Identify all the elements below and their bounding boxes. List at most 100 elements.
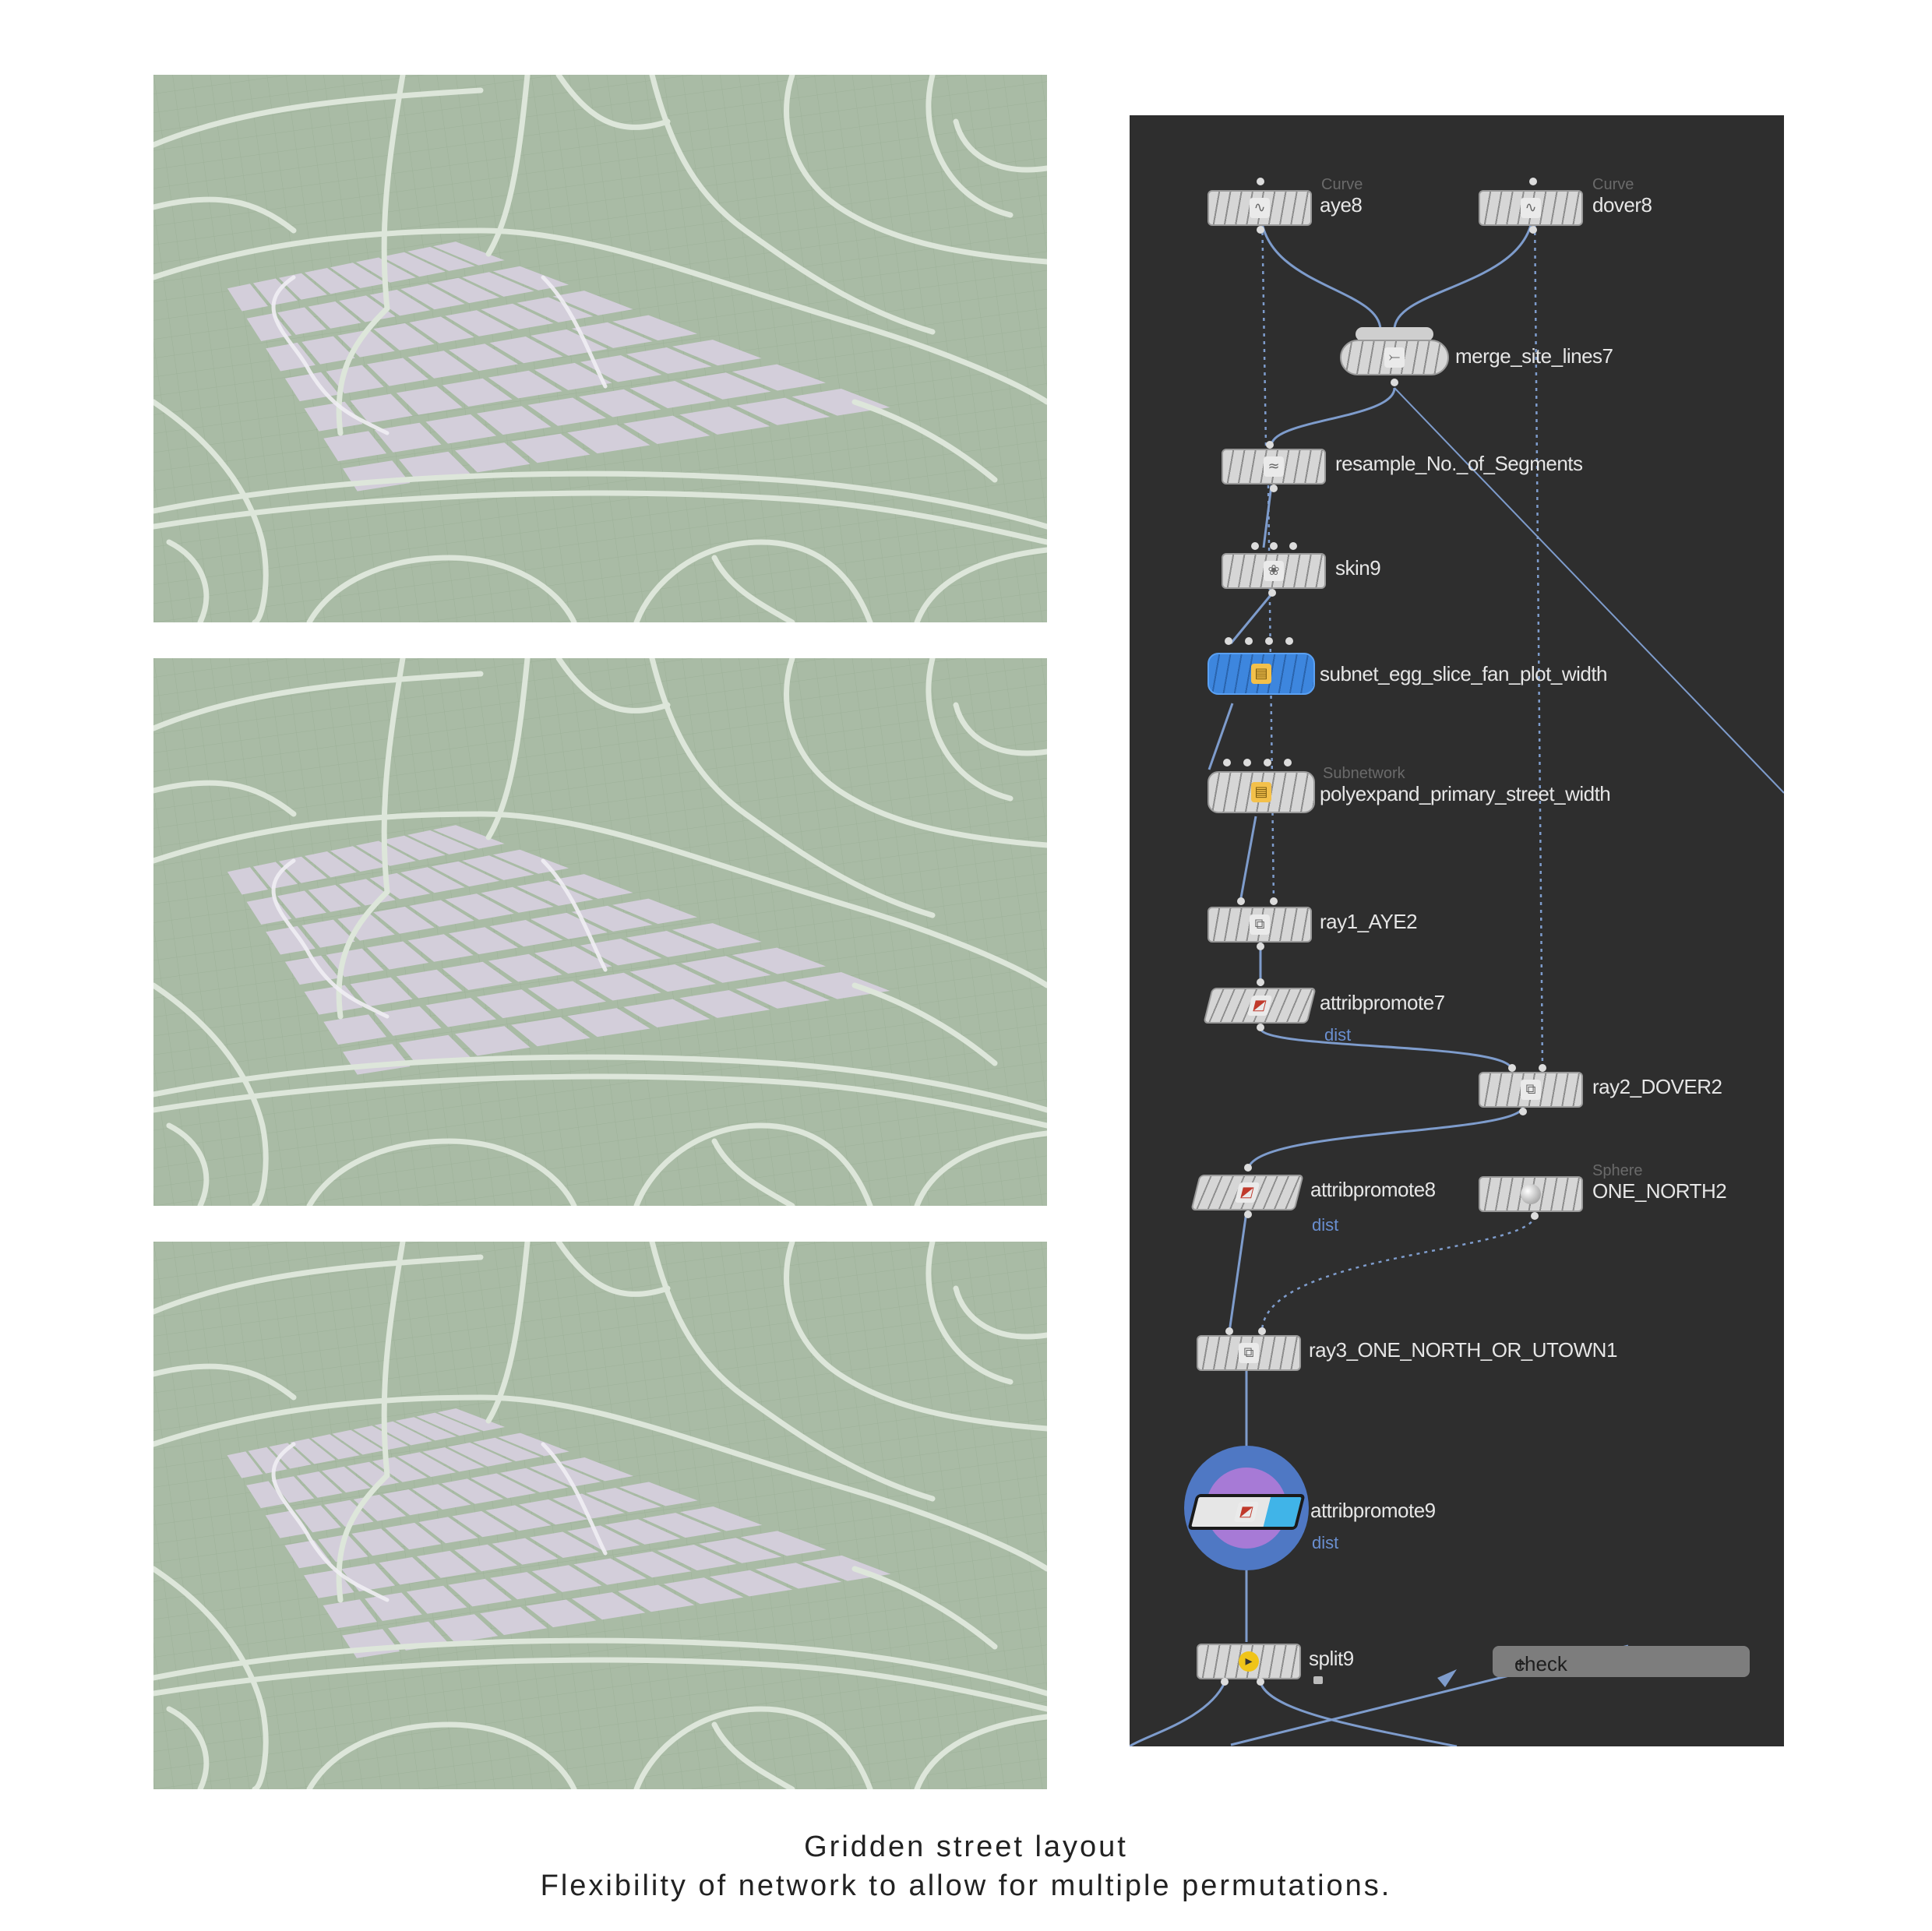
resample-input-dot[interactable]: [1266, 441, 1274, 449]
city-block: [304, 268, 357, 294]
city-block: [579, 389, 661, 418]
ray1-input-dot-a[interactable]: [1237, 897, 1245, 905]
road: [925, 658, 1014, 802]
city-block: [663, 1577, 744, 1605]
polyexpand-input-dot-d[interactable]: [1284, 759, 1292, 766]
aye8-input-dot[interactable]: [1257, 178, 1264, 185]
node-dover8[interactable]: ∿: [1479, 190, 1583, 226]
city-block: [227, 284, 268, 312]
skin-icon: ❀: [1264, 561, 1284, 581]
attribpromote7-output-dot[interactable]: [1257, 1024, 1264, 1031]
city-block: [531, 1565, 602, 1592]
city-block: [452, 1510, 515, 1538]
road-network: [153, 658, 1047, 1206]
attribpromote-icon: ◩: [1234, 1182, 1260, 1203]
polyexpand-label: polyexpand_primary_street_width: [1320, 782, 1611, 805]
ray2-input-dot-a[interactable]: [1508, 1064, 1516, 1072]
polyexpand-input-dot-b[interactable]: [1243, 759, 1251, 766]
city-block: [431, 277, 500, 304]
city-block: [571, 322, 653, 348]
resample-output-dot[interactable]: [1270, 485, 1278, 492]
node-subnet-egg-slice[interactable]: ▤: [1208, 653, 1315, 695]
city-block: [580, 939, 662, 966]
road: [153, 196, 297, 234]
road: [336, 1472, 390, 1603]
overlay-road: [271, 858, 390, 1019]
road: [153, 1363, 297, 1401]
skin9-input-dot-b[interactable]: [1270, 542, 1278, 550]
node-attribpromote7[interactable]: ◩: [1203, 988, 1317, 1024]
node-ray2-dover2[interactable]: ⧉: [1479, 1072, 1583, 1108]
subnet-input-dot-a[interactable]: [1225, 637, 1232, 645]
attribpromote7-label: attribpromote7: [1320, 991, 1445, 1014]
city-block: [623, 415, 710, 444]
attribpromote8-output-dot[interactable]: [1244, 1210, 1252, 1218]
city-block: [395, 1417, 457, 1441]
road: [784, 658, 1047, 848]
attribpromote8-input-dot[interactable]: [1244, 1164, 1252, 1172]
road: [336, 305, 390, 436]
city-block: [629, 964, 716, 992]
ray1-output-dot[interactable]: [1257, 943, 1264, 950]
city-block: [323, 1014, 387, 1045]
ray3-input-dot-a[interactable]: [1225, 1327, 1233, 1335]
check-button[interactable]: + check: [1493, 1646, 1750, 1677]
city-block: [615, 1551, 692, 1578]
road: [851, 982, 998, 1066]
node-aye8[interactable]: ∿: [1208, 190, 1312, 226]
city-block: [425, 997, 496, 1027]
road: [851, 1566, 998, 1650]
city-block: [498, 1432, 569, 1457]
ray2-output-dot[interactable]: [1519, 1108, 1527, 1115]
polyexpand-input-dot-a[interactable]: [1223, 759, 1231, 766]
ray1-input-dot-b[interactable]: [1270, 897, 1278, 905]
node-resample[interactable]: ≈: [1222, 449, 1326, 485]
node-ray1-aye2[interactable]: ⧉: [1208, 907, 1312, 943]
subnet-input-dot-b[interactable]: [1245, 637, 1253, 645]
city-block: [379, 1557, 436, 1585]
map-panel-3: [153, 1242, 1047, 1789]
city-block: [416, 1412, 481, 1436]
subnet-input-dot-d[interactable]: [1285, 637, 1293, 645]
skin9-input-dot-c[interactable]: [1289, 542, 1297, 550]
node-skin9[interactable]: ❀: [1222, 553, 1326, 589]
lock-icon: [1313, 1676, 1323, 1684]
city-block: [500, 1468, 569, 1492]
node-one-north2[interactable]: [1479, 1176, 1583, 1212]
city-block: [455, 1026, 531, 1056]
city-block: [323, 431, 387, 462]
aye8-output-dot[interactable]: [1257, 226, 1264, 234]
city-block: [527, 397, 606, 426]
node-attribpromote9[interactable]: ◩: [1187, 1494, 1306, 1530]
ray3-input-dot-b[interactable]: [1258, 1327, 1266, 1335]
wire-attribpromote7-ray2: [1259, 1027, 1513, 1070]
city-block: [434, 1614, 499, 1643]
attribpromote7-input-dot[interactable]: [1257, 978, 1264, 986]
road: [153, 1054, 1047, 1113]
wire-arrow: [1437, 1669, 1457, 1687]
merge-output-dot[interactable]: [1391, 379, 1398, 386]
city-block: [407, 351, 474, 379]
skin9-input-dot-a[interactable]: [1251, 542, 1259, 550]
city-block: [679, 407, 770, 435]
split9-output-dot-a[interactable]: [1221, 1678, 1229, 1686]
subnet-input-dot-c[interactable]: [1265, 637, 1273, 645]
ray2-input-dot-b[interactable]: [1539, 1064, 1546, 1072]
node-attribpromote8[interactable]: ◩: [1190, 1175, 1304, 1210]
dover8-input-dot[interactable]: [1529, 178, 1537, 185]
dover8-output-dot[interactable]: [1529, 226, 1537, 234]
city-block: [573, 1558, 647, 1585]
node-split9[interactable]: ▸: [1197, 1644, 1301, 1679]
node-network-editor[interactable]: ∿ Curve aye8 ∿ Curve dover8 ⤚ merge_site…: [1130, 115, 1784, 1746]
split9-output-dot-b[interactable]: [1257, 1678, 1264, 1686]
ray-icon: ⧉: [1239, 1343, 1259, 1363]
one-north2-output-dot[interactable]: [1531, 1212, 1539, 1220]
attribpromote8-label: attribpromote8: [1310, 1178, 1436, 1201]
node-ray3[interactable]: ⧉: [1197, 1335, 1301, 1371]
polyexpand-input-dot-c[interactable]: [1264, 759, 1271, 766]
node-merge-site-lines7[interactable]: ⤚: [1340, 340, 1449, 375]
skin9-output-dot[interactable]: [1268, 589, 1276, 597]
node-polyexpand[interactable]: ▤: [1208, 771, 1315, 813]
map-variant-1: [153, 75, 1047, 622]
ray1-label: ray1_AYE2: [1320, 910, 1418, 933]
